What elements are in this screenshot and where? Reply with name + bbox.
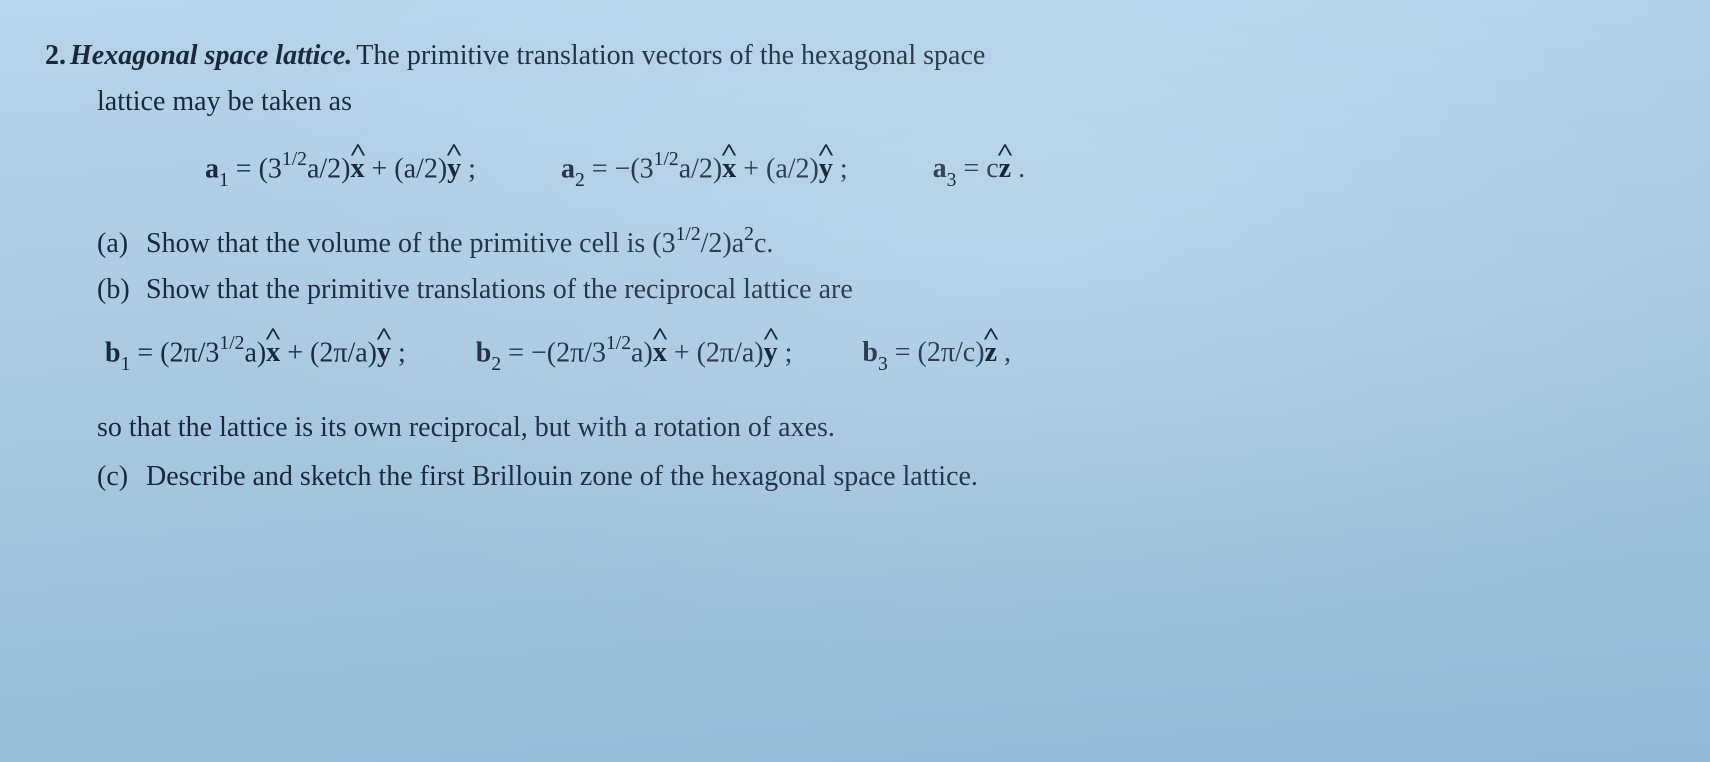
vector-a1: a1 = (31/2a/2)x + (a/2)y ; <box>205 151 476 190</box>
part-c-text: Describe and sketch the first Brillouin … <box>146 461 978 492</box>
vector-b1: b1 = (2π/31/2a)x + (2π/a)y ; <box>105 335 406 374</box>
intro-text-1: The primitive translation vectors of the… <box>356 40 985 71</box>
conclusion-line: so that the lattice is its own reciproca… <box>97 406 1665 449</box>
part-c-marker: (c) <box>97 455 139 498</box>
vector-a3: a3 = cz . <box>933 153 1025 190</box>
problem-header: 2. Hexagonal space lattice. The primitiv… <box>45 35 1665 77</box>
problem-title: Hexagonal space lattice. <box>70 40 352 71</box>
part-a: (a) Show that the volume of the primitiv… <box>97 222 1665 266</box>
intro-continuation: lattice may be taken as <box>97 81 1665 123</box>
intro-text-2: lattice may be taken as <box>97 86 352 117</box>
part-b-marker: (b) <box>97 268 139 311</box>
part-a-marker: (a) <box>97 222 139 265</box>
vector-b3: b3 = (2π/c)z , <box>862 337 1011 374</box>
direct-lattice-vectors: a1 = (31/2a/2)x + (a/2)y ; a2 = −(31/2a/… <box>205 151 1665 190</box>
part-b-text: Show that the primitive translations of … <box>146 274 853 305</box>
problem-number: 2. <box>45 40 66 71</box>
part-b: (b) Show that the primitive translations… <box>97 268 1665 311</box>
part-a-text: Show that the volume of the primitive ce… <box>146 228 773 259</box>
part-c: (c) Describe and sketch the first Brillo… <box>97 455 1665 498</box>
reciprocal-lattice-vectors: b1 = (2π/31/2a)x + (2π/a)y ; b2 = −(2π/3… <box>105 335 1665 374</box>
vector-b2: b2 = −(2π/31/2a)x + (2π/a)y ; <box>476 335 793 374</box>
vector-a2: a2 = −(31/2a/2)x + (a/2)y ; <box>561 151 848 190</box>
